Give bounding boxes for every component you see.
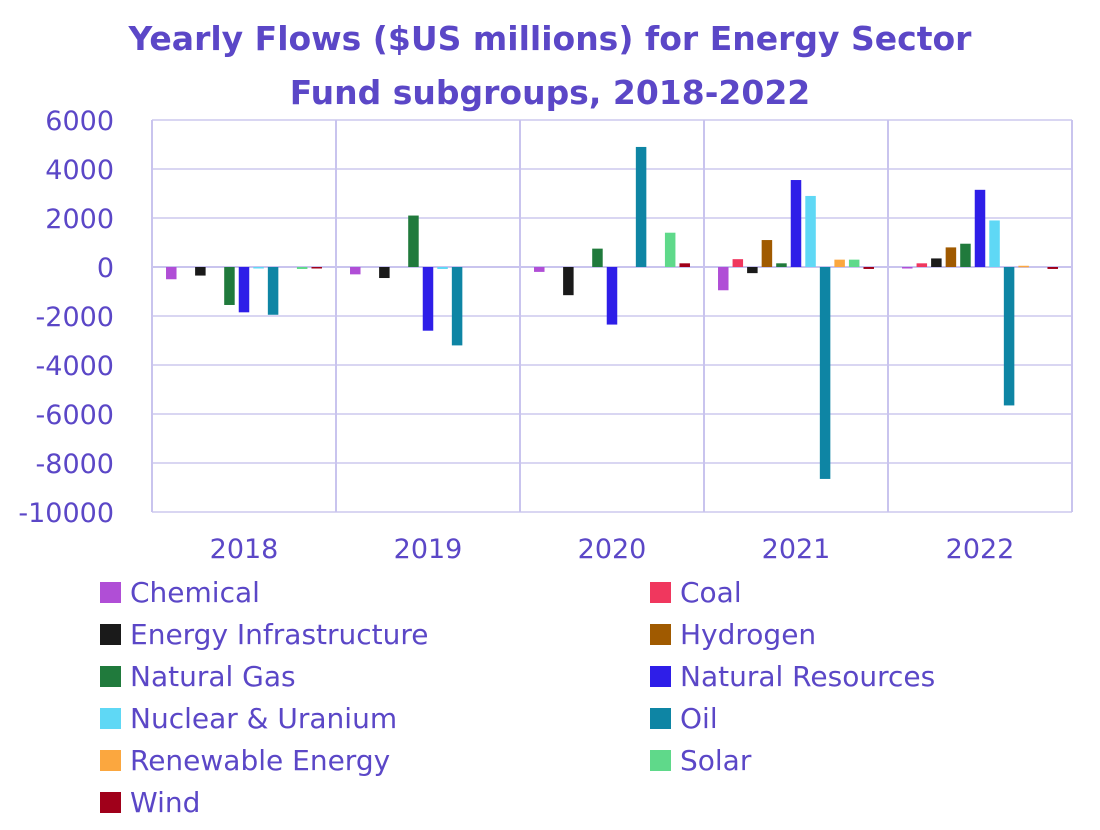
x-axis-ticks: 2018 2019 2020 2021 2022	[210, 534, 1015, 565]
bar-natural-gas-2018	[224, 267, 235, 305]
bar-renewable-energy-2021	[834, 259, 845, 267]
bar-chemical-2018	[166, 267, 177, 280]
bar-oil-2020	[635, 146, 647, 267]
bar-chemical-2020	[534, 267, 545, 272]
bar-natural-resources-2021	[790, 180, 802, 267]
bar-nuclear-uranium-2022	[989, 220, 1000, 267]
bar-nuclear-uranium-2018	[253, 267, 264, 269]
bar-energy-infrastructure-2022	[931, 258, 942, 267]
bar-renewable-energy-2022	[1018, 265, 1029, 268]
chart-title: Yearly Flows ($US millions) for Energy S…	[0, 12, 1100, 120]
y-tick-label: -2000	[36, 302, 114, 333]
bar-chemical-2019	[350, 267, 361, 275]
x-tick-label: 2018	[210, 534, 279, 565]
bar-wind-2021	[863, 267, 874, 269]
bar-natural-gas-2019	[408, 215, 419, 267]
bar-coal-2021	[732, 259, 744, 267]
bar-oil-2019	[451, 267, 463, 346]
bar-energy-infrastructure-2020	[563, 267, 574, 296]
y-tick-label: 0	[97, 253, 114, 284]
bar-natural-resources-2020	[606, 267, 618, 325]
bar-natural-gas-2021	[776, 263, 787, 267]
bar-natural-gas-2020	[592, 248, 603, 268]
bar-nuclear-uranium-2019	[437, 267, 448, 269]
y-tick-label: -6000	[36, 400, 114, 431]
bar-coal-2022	[916, 263, 928, 267]
bar-hydrogen-2021	[761, 240, 773, 267]
bar-energy-infrastructure-2019	[379, 267, 390, 279]
x-tick-label: 2022	[946, 534, 1015, 565]
bar-natural-resources-2022	[974, 189, 986, 267]
y-tick-label: 6000	[45, 106, 114, 137]
y-tick-label: -4000	[36, 351, 114, 382]
x-tick-label: 2020	[578, 534, 647, 565]
bar-hydrogen-2022	[945, 247, 957, 267]
bar-wind-2020	[679, 263, 690, 267]
bar-energy-infrastructure-2021	[747, 267, 758, 274]
bar-chemical-2021	[718, 267, 729, 291]
y-tick-label: 2000	[45, 204, 114, 235]
y-tick-label: 4000	[45, 155, 114, 186]
bar-solar-2018	[296, 267, 308, 269]
chart-title-line-2: Fund subgroups, 2018-2022	[289, 73, 811, 112]
y-tick-label: -8000	[36, 449, 114, 480]
bar-nuclear-uranium-2021	[805, 195, 816, 267]
x-tick-label: 2021	[762, 534, 831, 565]
bar-chemical-2022	[902, 267, 913, 269]
bar-wind-2018	[311, 267, 322, 269]
y-axis-ticks: 6000 4000 2000 0 -2000 -4000 -6000 -8000 -10000	[18, 106, 114, 529]
bar-oil-2021	[819, 267, 831, 479]
bar-wind-2022	[1047, 267, 1058, 269]
bar-natural-resources-2019	[422, 267, 434, 331]
bar-oil-2018	[267, 267, 279, 315]
bar-solar-2021	[848, 259, 860, 267]
bar-oil-2022	[1003, 267, 1015, 406]
bar-natural-gas-2022	[960, 243, 971, 267]
bar-natural-resources-2018	[238, 267, 250, 313]
bar-solar-2020	[664, 232, 676, 267]
x-tick-label: 2019	[394, 534, 463, 565]
bars	[166, 146, 1058, 479]
bar-energy-infrastructure-2018	[195, 267, 206, 276]
y-tick-label: -10000	[18, 498, 114, 529]
chart-title-line-1: Yearly Flows ($US millions) for Energy S…	[128, 19, 972, 58]
